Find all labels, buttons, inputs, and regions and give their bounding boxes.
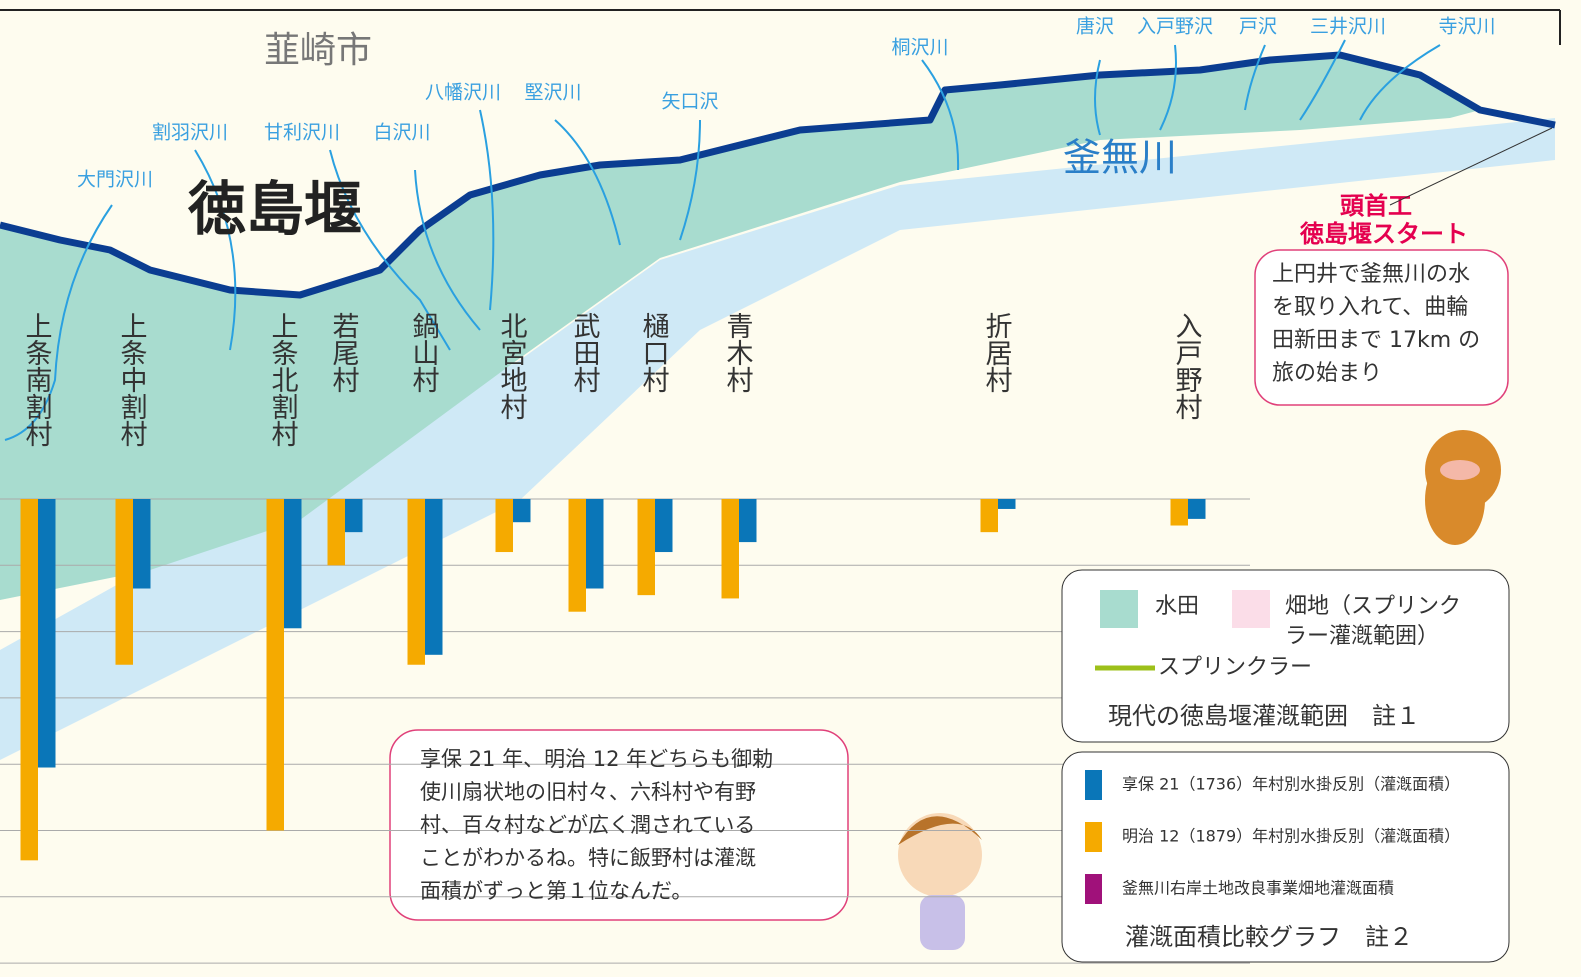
legend-title: 現代の徳島堰灌漑範囲 註１ (1108, 702, 1420, 730)
city-label: 韮崎市 (264, 30, 372, 71)
stream-label: 大門沢川 (77, 169, 153, 191)
bar (116, 499, 134, 665)
stream-label: 桐沢川 (891, 37, 948, 59)
village-label: 北宮地村 (496, 312, 528, 420)
village-label: 鍋山村 (408, 312, 440, 393)
bubble-text: 使川扇状地の旧村々、六科村や有野 (420, 780, 756, 804)
village-label: 樋口村 (638, 312, 670, 393)
bubble-text: ことがわかるね。特に飯野村は灌漑 (420, 846, 756, 870)
bar (328, 499, 346, 565)
village-label: 上条北割村 (267, 312, 299, 447)
legend-label: スプリンクラー (1158, 655, 1312, 680)
village-label: 若尾村 (328, 312, 360, 393)
bar (345, 499, 363, 532)
legend-swatch (1085, 874, 1102, 904)
bar (569, 499, 587, 612)
bar (38, 499, 56, 768)
bar (425, 499, 443, 655)
legend-swatch (1100, 590, 1138, 628)
village-label: 武田村 (569, 312, 601, 393)
bubble-text: を取り入れて、曲輪 (1272, 295, 1468, 320)
bubble-text: 旅の始まり (1272, 361, 1382, 386)
weir-label: 徳島堰 (187, 175, 362, 243)
bar (1188, 499, 1206, 519)
village-label: 上条中割村 (116, 312, 148, 447)
bubble-text: 田新田まで 17km の (1272, 328, 1480, 353)
bar (638, 499, 656, 595)
bar (267, 499, 285, 831)
legend-title: 灌漑面積比較グラフ 註２ (1125, 923, 1413, 951)
bar (496, 499, 514, 552)
bar (513, 499, 531, 522)
bar (21, 499, 39, 860)
map-chart: 韮崎市 徳島堰 釜無川 頭首工 徳島堰スタート 上条南割村 上条中割村 上条北割村若… (0, 0, 1581, 977)
bar (408, 499, 426, 665)
stream-label: 三井沢川 (1310, 16, 1386, 38)
legend-label: 水田 (1155, 594, 1199, 619)
stream-label: 矢口沢 (661, 91, 718, 113)
bubble-text: 面積がずっと第１位なんだ。 (420, 879, 692, 903)
village-label: 入戸野村 (1171, 312, 1203, 420)
legend-swatch (1232, 590, 1270, 628)
village-label: 折居村 (981, 312, 1013, 393)
village-label: 上条南割村 (21, 312, 53, 447)
bar (998, 499, 1016, 509)
start-label: 頭首工 (1340, 192, 1412, 220)
stream-label: 白沢川 (373, 122, 430, 144)
stream-label: 堅沢川 (524, 82, 581, 104)
bar (655, 499, 673, 552)
bar (739, 499, 757, 542)
stream-label: 戸沢 (1239, 16, 1277, 38)
bubble-text: 村、百々村などが広く潤されている (420, 813, 755, 837)
start-label: 徳島堰スタート (1299, 220, 1468, 248)
stream-label: 唐沢 (1076, 16, 1114, 38)
bar (1171, 499, 1189, 526)
bubble-text: 享保 21 年、明治 12 年どちらも御勅 (420, 747, 773, 771)
stream-label: 割羽沢川 (152, 122, 228, 144)
stream-label: 八幡沢川 (425, 82, 501, 104)
legend-swatch (1085, 770, 1102, 800)
bar (722, 499, 740, 598)
bar (133, 499, 151, 589)
stream-label: 寺沢川 (1438, 16, 1495, 38)
legend-label: 明治 12（1879）年村別水掛反別（灌漑面積） (1122, 827, 1460, 846)
bar (284, 499, 302, 628)
bar (981, 499, 999, 532)
bubble-text: 上円井で釜無川の水 (1272, 262, 1470, 287)
legend-label: ラー灌漑範囲） (1285, 624, 1439, 649)
stream-label: 入戸野沢 (1137, 16, 1213, 38)
stream-label: 甘利沢川 (264, 122, 340, 144)
river-label: 釜無川 (1063, 136, 1177, 180)
legend-swatch (1085, 822, 1102, 852)
village-label: 青木村 (722, 312, 754, 393)
bar (586, 499, 604, 589)
legend-label: 享保 21（1736）年村別水掛反別（灌漑面積） (1122, 775, 1460, 794)
legend-label: 畑地（スプリンク (1285, 594, 1461, 619)
legend-label: 釜無川右岸土地改良事業畑地灌漑面積 (1122, 879, 1394, 898)
